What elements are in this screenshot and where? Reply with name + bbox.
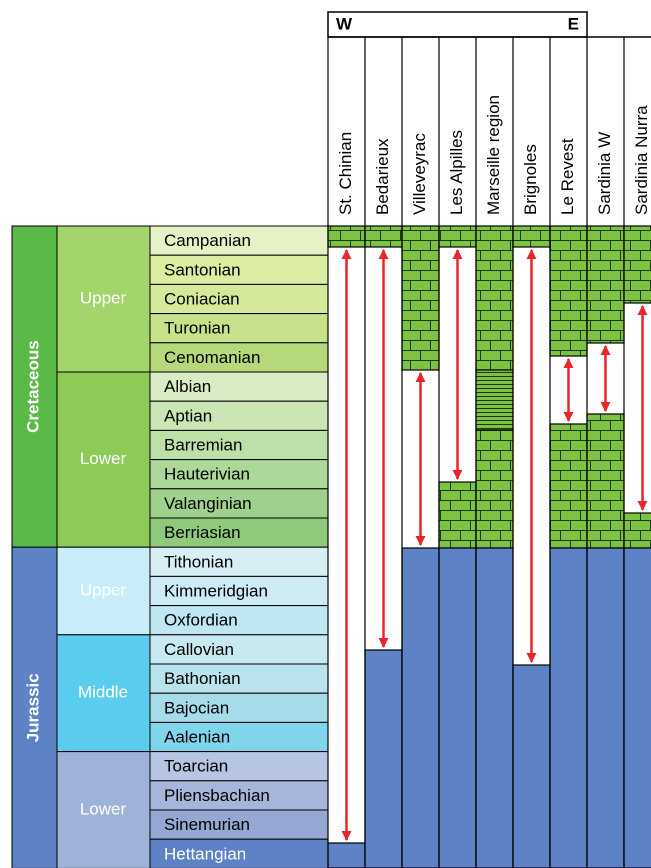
limestone <box>586 225 625 344</box>
jurassic-basement <box>586 547 625 868</box>
epoch-label: Lower <box>80 449 127 468</box>
stage-label: Sinemurian <box>164 815 250 834</box>
stage-label: Cenomanian <box>164 348 260 367</box>
stage-label: Tithonian <box>164 552 233 571</box>
period-cell <box>11 546 58 868</box>
stage-label: Campanian <box>164 231 251 250</box>
locality-label: Marseille region <box>484 95 503 215</box>
stage-cell <box>149 546 329 577</box>
stage-cell <box>149 488 329 519</box>
stage-label: Bajocian <box>164 698 229 717</box>
epoch-label: Upper <box>80 288 127 307</box>
stage-label: Aalenian <box>164 727 230 746</box>
jurassic-basement <box>364 649 403 868</box>
stage-label: Kimmeridgian <box>164 581 268 600</box>
stage-cell <box>149 605 329 636</box>
epoch-label: Lower <box>80 799 127 818</box>
stage-label: Valanginian <box>164 494 252 513</box>
stage-label: Callovian <box>164 640 234 659</box>
limestone <box>475 429 514 549</box>
stage-label: Santonian <box>164 260 241 279</box>
jurassic-basement <box>475 547 514 868</box>
limestone <box>549 423 588 549</box>
locality-label: Sardinia Nurra <box>632 105 651 215</box>
epoch-cell <box>56 225 151 373</box>
period-cell <box>11 225 58 548</box>
period-label: Cretaceous <box>23 340 42 433</box>
diagram-body: Campanian Santonian Coniacian Turonian Cenom… <box>11 36 651 868</box>
limestone <box>438 481 477 549</box>
limestone <box>512 225 551 248</box>
stage-label: Coniacian <box>164 289 240 308</box>
epoch-label: Upper <box>80 580 127 599</box>
jurassic-basement <box>438 547 477 868</box>
stage-label: Hettangian <box>164 844 246 863</box>
locality-label: Brignoles <box>521 144 540 215</box>
limestone <box>438 225 477 248</box>
epoch-cell <box>56 371 151 548</box>
stage-cell <box>149 780 329 811</box>
epoch-cell <box>56 546 151 636</box>
stage-label: Turonian <box>164 319 230 338</box>
locality-label: Le Revest <box>558 138 577 215</box>
locality-label: Sardinia W <box>595 132 614 215</box>
stage-label: Pliensbachian <box>164 786 270 805</box>
jurassic-basement <box>512 664 551 868</box>
jurassic-basement <box>549 547 588 868</box>
jurassic-basement <box>623 547 651 868</box>
locality-label: Bedarieux <box>373 138 392 215</box>
epoch-cell <box>56 634 151 753</box>
east-label: E <box>568 14 579 33</box>
epoch-cell <box>56 751 151 868</box>
epoch-label: Middle <box>78 683 128 702</box>
jurassic-basement <box>327 842 366 868</box>
limestone <box>586 413 625 549</box>
stage-label: Aptian <box>164 406 212 425</box>
period-label: Jurassic <box>23 673 42 742</box>
stage-label: Albian <box>164 377 211 396</box>
stage-label: Oxfordian <box>164 611 238 630</box>
limestone <box>475 225 514 371</box>
jurassic-basement <box>401 547 440 868</box>
stage-cell <box>149 254 329 285</box>
limestone <box>475 369 514 431</box>
stage-label: Barremian <box>164 435 242 454</box>
locality-label: Villeveyrac <box>410 133 429 215</box>
stage-cell <box>149 838 329 868</box>
locality-label: St. Chinian <box>336 132 355 215</box>
limestone <box>327 225 366 248</box>
stage-cell <box>149 283 329 315</box>
limestone <box>401 225 440 371</box>
stage-cell <box>149 809 329 840</box>
stage-label: Bathonian <box>164 669 241 688</box>
direction-box <box>327 11 588 38</box>
west-label: W <box>336 14 353 33</box>
stage-cell <box>149 225 329 256</box>
limestone <box>549 225 588 357</box>
stage-label: Hauterivian <box>164 465 250 484</box>
stage-label: Berriasian <box>164 523 241 542</box>
limestone <box>364 225 403 248</box>
limestone <box>623 512 651 549</box>
stage-label: Toarcian <box>164 757 228 776</box>
stage-cell <box>149 751 329 782</box>
locality-label: Les Alpilles <box>447 130 466 215</box>
limestone <box>623 225 651 304</box>
